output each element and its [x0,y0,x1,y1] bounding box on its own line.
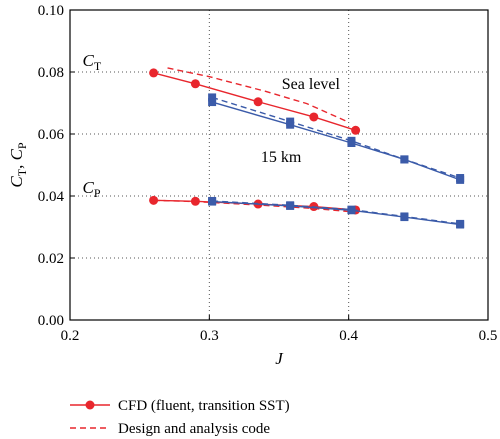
y-axis-label-main-2: C [7,148,26,160]
data-point [253,97,263,107]
annotation-ct-main: C [83,51,95,70]
data-point [309,112,319,122]
annotation-ct: CT [83,51,102,73]
legend-entry-cfd: CFD (fluent, transition SST) [70,398,290,414]
y-tick-label: 0.06 [38,127,65,143]
x-tick-label: 0.2 [61,328,80,344]
data-point [400,155,409,164]
data-point [208,98,217,107]
y-axis-label-sub2: P [15,142,29,149]
data-point [190,79,200,89]
series-line [211,101,461,181]
series-line [153,199,356,213]
annotation-15-km: 15 km [261,149,302,166]
data-point [347,136,356,145]
y-axis-label: CT, CP [7,142,29,188]
y-tick-label: 0.04 [38,189,65,205]
series-line [212,200,461,225]
data-point [456,174,465,183]
x-tick-label: 0.3 [200,328,219,344]
data-point [208,196,217,205]
data-point [149,68,159,78]
legend-entry-design-code: Design and analysis code [70,421,270,437]
series-layer [149,67,465,229]
annotation-cp-main: C [83,178,95,197]
plot-frame [69,9,489,321]
x-tick-label: 0.5 [479,328,498,344]
annotation-cp-sub: P [94,186,101,200]
x-tick-label: 0.4 [339,328,358,344]
annotation-ct-sub: T [94,59,102,73]
legend-design-code-label: Design and analysis code [118,421,270,437]
y-tick-label: 0.00 [38,313,64,329]
data-point [286,117,295,126]
series-line [167,67,349,123]
series-ct_sea_cfd [149,68,361,135]
data-point [208,93,217,102]
y-axis-label-sub1: T [15,168,29,176]
data-point [286,201,295,210]
data-point [400,212,409,221]
series-cp_sea_code [153,199,356,213]
series-cp_15km_code [208,196,465,228]
y-tick-label: 0.08 [38,65,64,81]
x-axis-label: J [275,349,284,368]
annotation-sea-level: Sea level [282,76,341,93]
data-point [351,125,361,135]
series-ct_15km_code [208,93,465,183]
tick-layer: 0.2 0.3 0.4 0.5 0.00 0.02 0.04 0.06 0.08 0.10 [38,3,498,344]
series-ct_15km_cfd [208,98,465,184]
y-tick-label: 0.10 [38,3,64,19]
data-point [456,219,465,228]
legend-cfd-label: CFD (fluent, transition SST) [118,398,290,414]
grid-layer [70,10,488,320]
series-ct_sea_code [167,67,349,123]
y-axis-label-main: C [7,176,26,188]
annotation-cp: CP [83,178,101,200]
legend-cfd-marker [85,400,95,410]
legend: CFD (fluent, transition SST) Design and … [70,398,290,437]
y-axis-label-sep: , [7,160,26,169]
data-point [347,205,356,214]
y-tick-label: 0.02 [38,251,64,267]
